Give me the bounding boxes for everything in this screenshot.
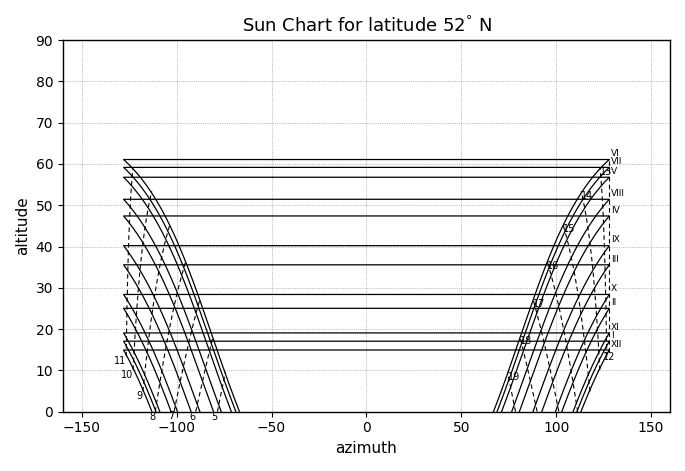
Text: VI: VI xyxy=(611,149,620,158)
Text: III: III xyxy=(611,254,619,264)
Text: 9: 9 xyxy=(137,391,143,401)
Text: II: II xyxy=(611,298,616,307)
Text: I: I xyxy=(611,331,614,340)
Text: 19: 19 xyxy=(508,372,520,382)
Text: XII: XII xyxy=(611,340,623,349)
Text: VII: VII xyxy=(611,157,623,166)
Text: 10: 10 xyxy=(121,370,133,380)
Text: 11: 11 xyxy=(114,357,126,366)
Text: 14: 14 xyxy=(581,191,593,201)
Text: IX: IX xyxy=(611,236,620,244)
X-axis label: azimuth: azimuth xyxy=(336,441,397,456)
Text: 15: 15 xyxy=(563,224,575,234)
Text: VIII: VIII xyxy=(611,189,625,198)
Text: 16: 16 xyxy=(547,260,559,271)
Y-axis label: altitude: altitude xyxy=(15,196,30,255)
Text: 8: 8 xyxy=(149,412,155,422)
Text: XI: XI xyxy=(611,323,620,332)
Text: 6: 6 xyxy=(190,412,196,422)
Text: 5: 5 xyxy=(211,412,217,422)
Text: X: X xyxy=(611,284,617,293)
Text: 13: 13 xyxy=(600,167,612,177)
Text: V: V xyxy=(611,167,617,176)
Title: Sun Chart for latitude 52$^{°}$ N: Sun Chart for latitude 52$^{°}$ N xyxy=(242,15,491,36)
Text: 18: 18 xyxy=(520,336,532,346)
Text: 7: 7 xyxy=(168,412,174,422)
Text: IV: IV xyxy=(611,206,620,215)
Text: 17: 17 xyxy=(533,299,545,309)
Text: 12: 12 xyxy=(603,352,616,362)
